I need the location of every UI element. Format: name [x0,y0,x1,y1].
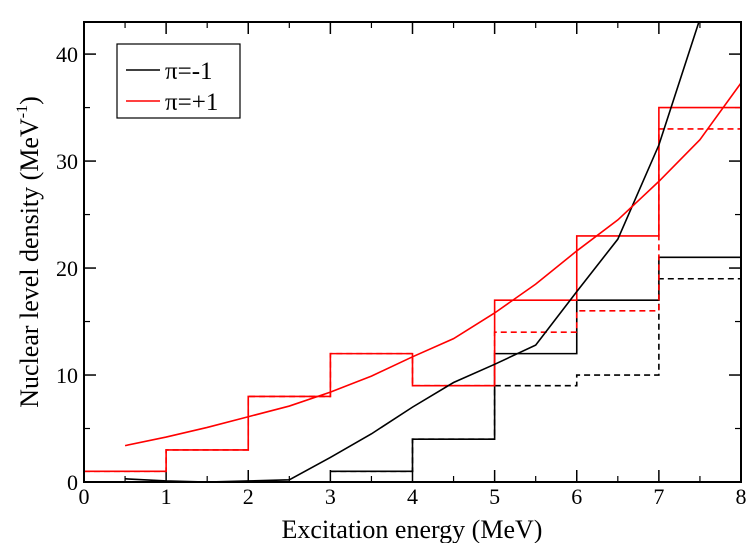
y-axis-title-close: ) [15,96,44,105]
x-tick-label: 5 [489,484,500,509]
x-tick-label: 8 [736,484,747,509]
y-axis-title: Nuclear level density (MeV-1) [14,96,44,408]
series-2-step-histogram [84,106,741,473]
x-tick-label: 0 [79,484,90,509]
x-tick-label: 1 [161,484,172,509]
series-3-step-histogram [84,128,741,473]
y-tick-label: 10 [56,363,78,388]
legend-box [116,43,241,119]
x-tick-label: 2 [243,484,254,509]
x-tick-label: 3 [325,484,336,509]
x-tick-label: 7 [653,484,664,509]
series-1-step-histogram [330,277,741,473]
y-tick-label: 20 [56,256,78,281]
legend-label-pi-plus: π=+1 [165,89,218,116]
plot-frame [83,21,742,483]
x-tick-label: 4 [407,484,418,509]
y-axis-title-superscript: -1 [14,105,31,118]
tick-labels: 0 1 2 3 4 5 6 7 8 0 10 20 30 40 [56,42,747,509]
y-tick-label: 30 [56,149,78,174]
x-axis-title: Excitation energy (MeV) [282,515,543,543]
y-tick-label: 40 [56,42,78,67]
series-5-curve [124,82,741,447]
series-0-step-histogram [330,256,741,473]
y-tick-label: 0 [67,470,78,495]
legend-label-pi-minus: π=-1 [165,58,213,85]
x-tick-label: 6 [571,484,582,509]
y-axis-title-main: Nuclear level density (MeV [15,118,44,408]
legend: π=-1 π=+1 [116,43,241,119]
